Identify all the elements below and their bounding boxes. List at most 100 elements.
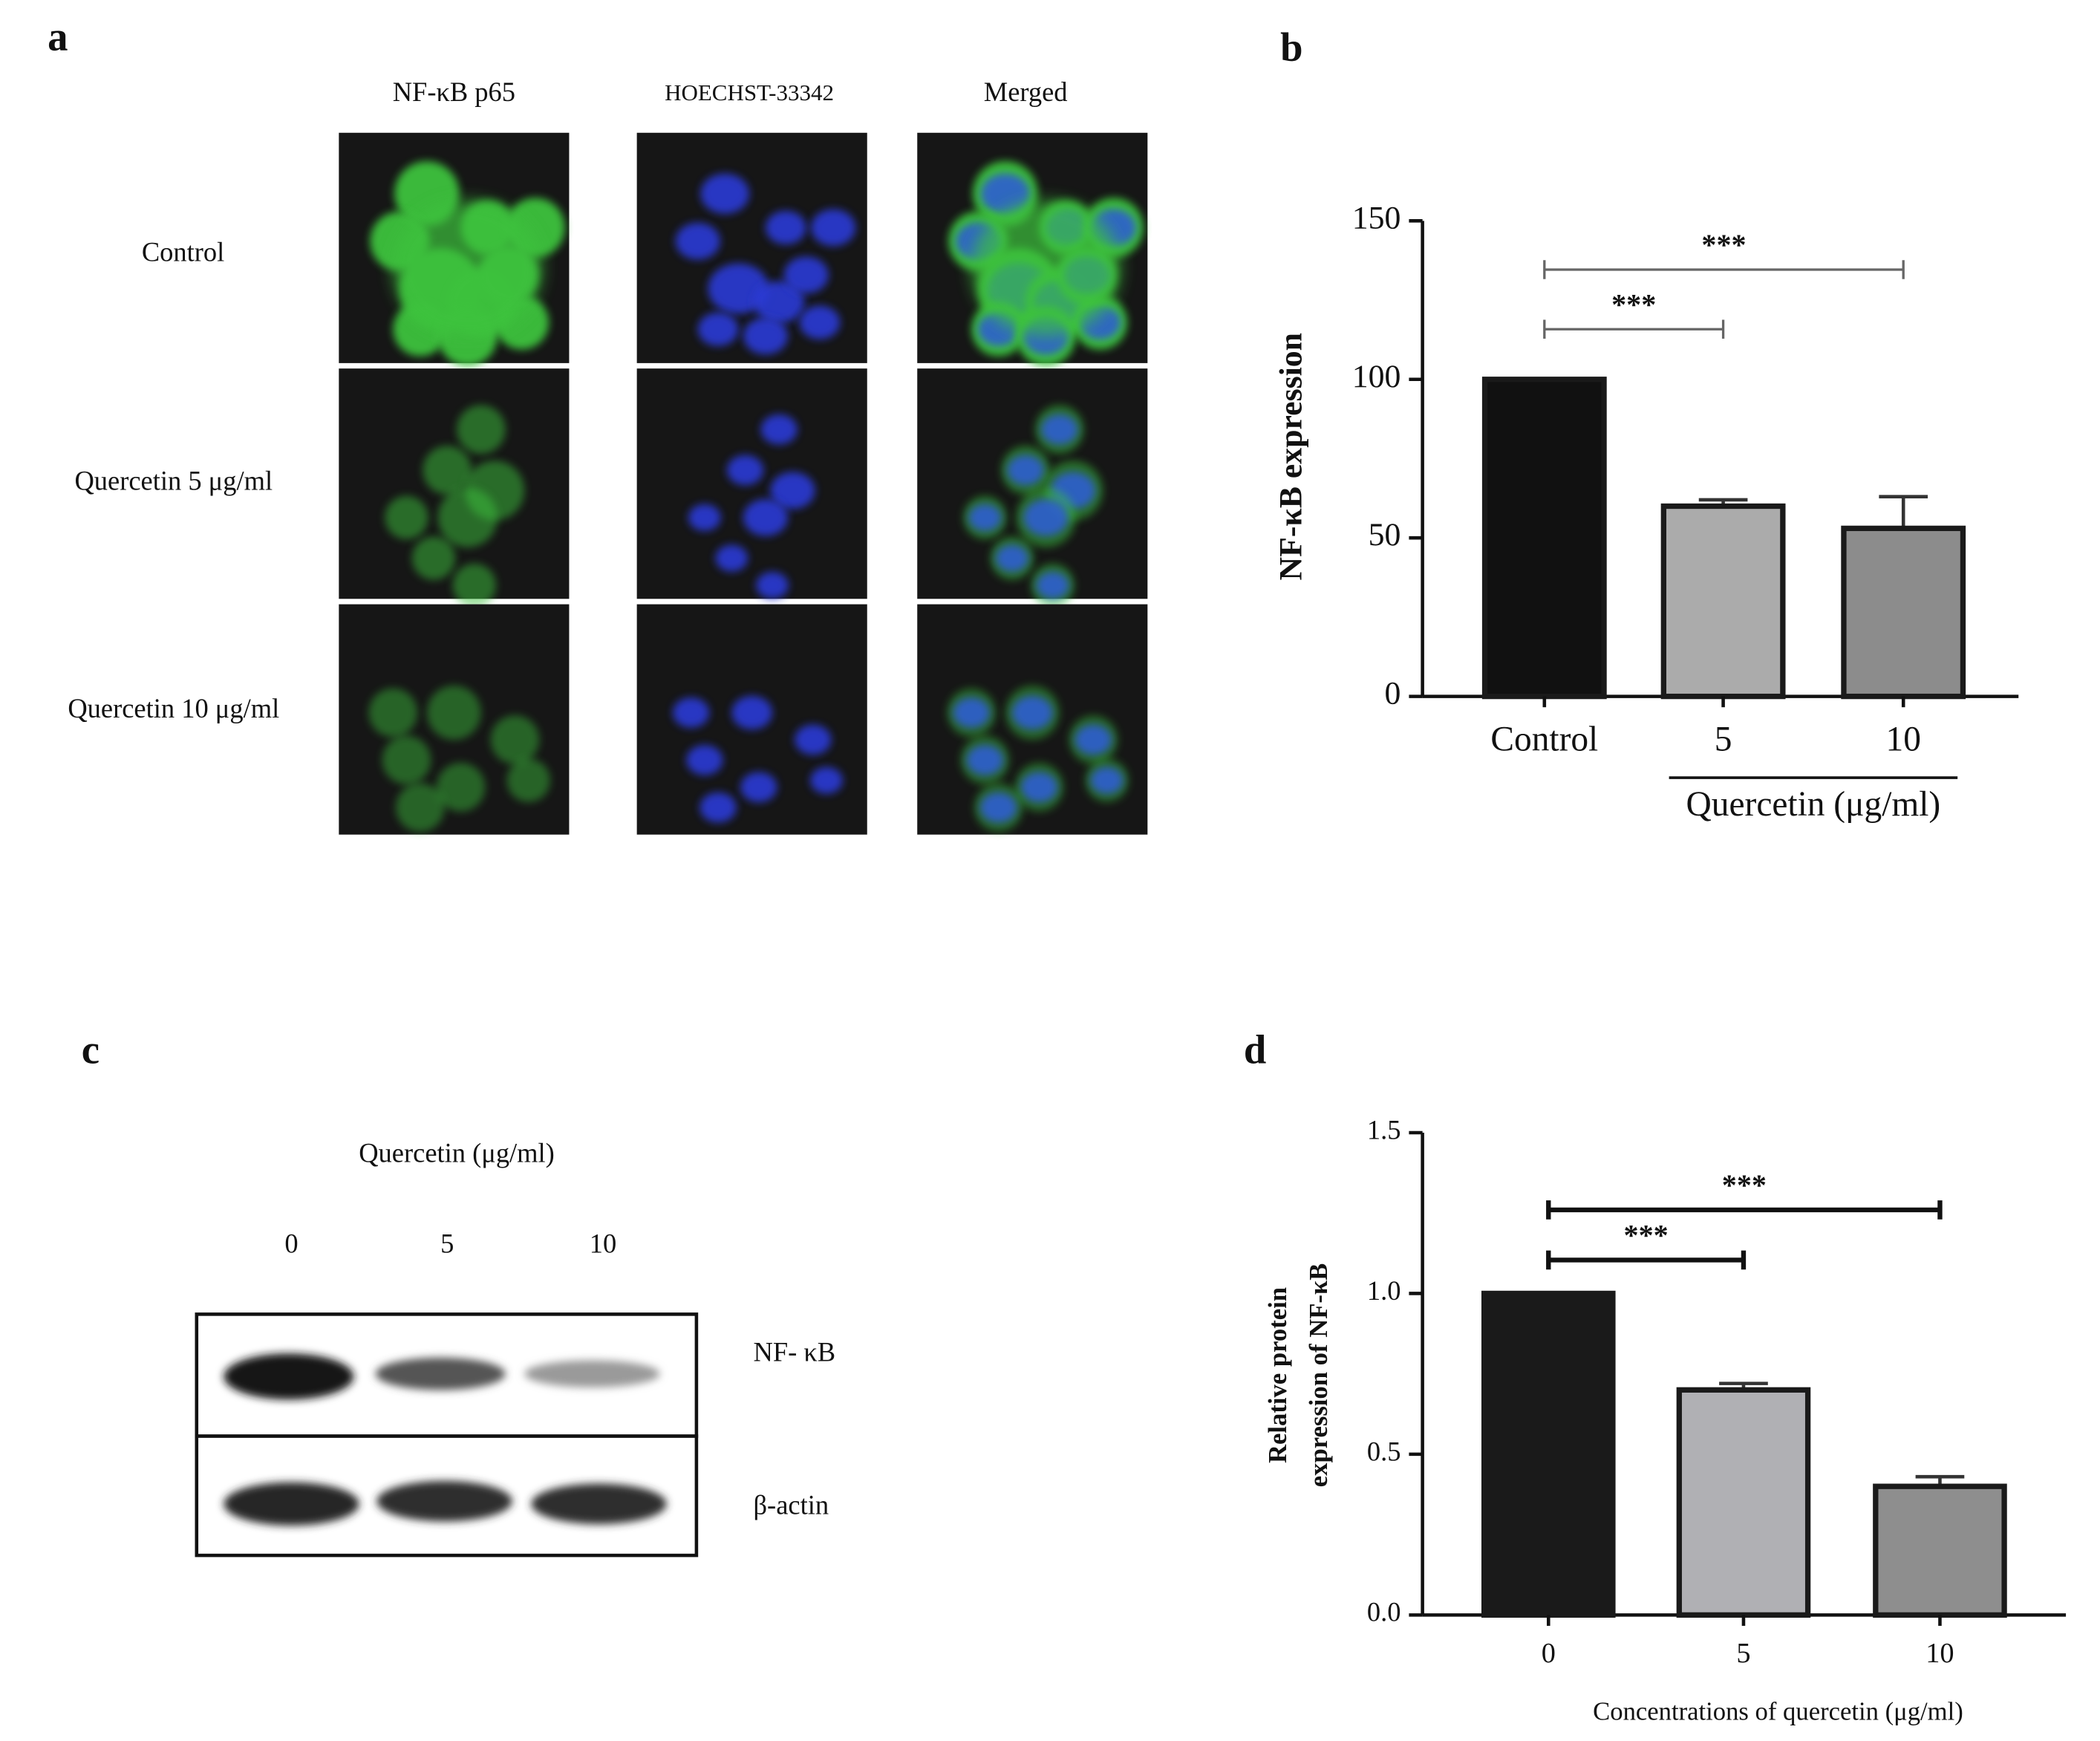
bar (1660, 503, 1786, 700)
significance-bracket (1543, 260, 1905, 279)
band (224, 1353, 354, 1400)
nucleus (708, 263, 769, 314)
band (224, 1482, 359, 1526)
panel-letter: c (82, 1027, 100, 1073)
band (524, 1360, 660, 1387)
lane-label: 10 (590, 1229, 616, 1259)
significance-bracket (1546, 1200, 1943, 1220)
nucleus (968, 504, 1002, 531)
nucleus (765, 210, 806, 245)
nucleus (1075, 724, 1112, 755)
cell (452, 563, 496, 608)
lane-label: 5 (440, 1229, 454, 1259)
row-label: Control (142, 236, 224, 267)
cell (382, 735, 431, 785)
x-tick-label: 10 (1885, 720, 1920, 758)
cells (963, 405, 1103, 608)
cells (688, 414, 815, 599)
cells (675, 173, 856, 355)
x-tick-label: 5 (1715, 720, 1732, 758)
significance-label: *** (1624, 1218, 1669, 1252)
significance-bracket (1543, 319, 1725, 339)
nucleus (672, 697, 710, 728)
significance-label: *** (1701, 228, 1746, 261)
nucleus (760, 414, 798, 445)
x-tick-label: 5 (1736, 1638, 1750, 1669)
row-label: Quercetin 5 μg/ml (74, 466, 273, 496)
cell (368, 688, 418, 738)
y-axis-label: expression of NF-κB (1305, 1263, 1333, 1487)
nucleus (700, 173, 750, 214)
cell (395, 783, 445, 833)
band (531, 1483, 667, 1525)
cells (672, 695, 843, 823)
significance-bracket (1546, 1250, 1747, 1270)
cell (426, 686, 481, 740)
cell-cluster (971, 200, 1121, 336)
x-tick-label: 0 (1542, 1638, 1556, 1669)
x-tick-label: Control (1490, 720, 1598, 758)
significance-label: *** (1722, 1168, 1767, 1202)
nucleus (740, 772, 777, 803)
nucleus (731, 695, 773, 730)
y-tick-label: 150 (1352, 200, 1401, 235)
bar (1676, 1387, 1811, 1618)
cell (385, 495, 428, 540)
nucleus (1007, 455, 1044, 486)
y-axis-label: Relative protein (1264, 1287, 1292, 1463)
band-label: β-actin (754, 1490, 829, 1520)
nucleus (1090, 767, 1124, 794)
bar (1841, 525, 1966, 700)
nucleus (700, 792, 737, 823)
cells (368, 686, 550, 833)
y-tick-label: 1.0 (1367, 1275, 1401, 1306)
group-label: Quercetin (μg/ml) (1686, 785, 1941, 824)
lane-label: 0 (284, 1229, 298, 1259)
nucleus (753, 281, 805, 324)
blot-title: Quercetin (μg/ml) (359, 1137, 555, 1168)
band-label: NF- κB (754, 1336, 836, 1367)
x-axis-label: Concentrations of quercetin (μg/ml) (1593, 1697, 1963, 1725)
nucleus (980, 792, 1017, 823)
error-bar (1879, 495, 1928, 529)
panel-letter: a (48, 13, 68, 59)
nucleus (675, 222, 720, 260)
micrographs (339, 132, 1148, 835)
nucleus (1020, 772, 1058, 803)
band (375, 1357, 506, 1390)
nucleus (697, 312, 739, 346)
y-tick-label: 0.0 (1367, 1597, 1401, 1627)
cell (411, 536, 456, 580)
cell (457, 405, 506, 455)
nucleus (770, 472, 815, 510)
y-tick-label: 0 (1385, 676, 1401, 712)
cell-cluster (393, 200, 542, 336)
band (376, 1480, 512, 1522)
nucleus (1023, 498, 1069, 536)
bar (1873, 1483, 2007, 1618)
nucleus (811, 209, 856, 247)
nucleus (688, 504, 721, 531)
y-tick-label: 1.5 (1367, 1114, 1401, 1145)
y-tick-label: 50 (1369, 517, 1401, 553)
x-tick-label: 10 (1925, 1638, 1954, 1669)
cell (437, 487, 498, 547)
nucleus (1036, 571, 1069, 599)
row-label: Quercetin 10 μg/ml (68, 693, 279, 723)
bar (1481, 377, 1607, 700)
panel-letter: d (1244, 1027, 1266, 1073)
nucleus (980, 173, 1030, 214)
nucleus (686, 744, 723, 775)
cells (947, 686, 1129, 833)
y-tick-label: 100 (1352, 359, 1401, 394)
nucleus (799, 305, 841, 339)
nucleus (743, 498, 789, 536)
chart: 0.0 0.5 1.0 1.5 0 5 10 Relative protein expressi… (1264, 1114, 2067, 1725)
nucleus (953, 697, 990, 728)
cell (436, 762, 486, 812)
significance-label: *** (1611, 287, 1656, 321)
nucleus (1041, 414, 1078, 445)
nucleus (1011, 695, 1053, 730)
